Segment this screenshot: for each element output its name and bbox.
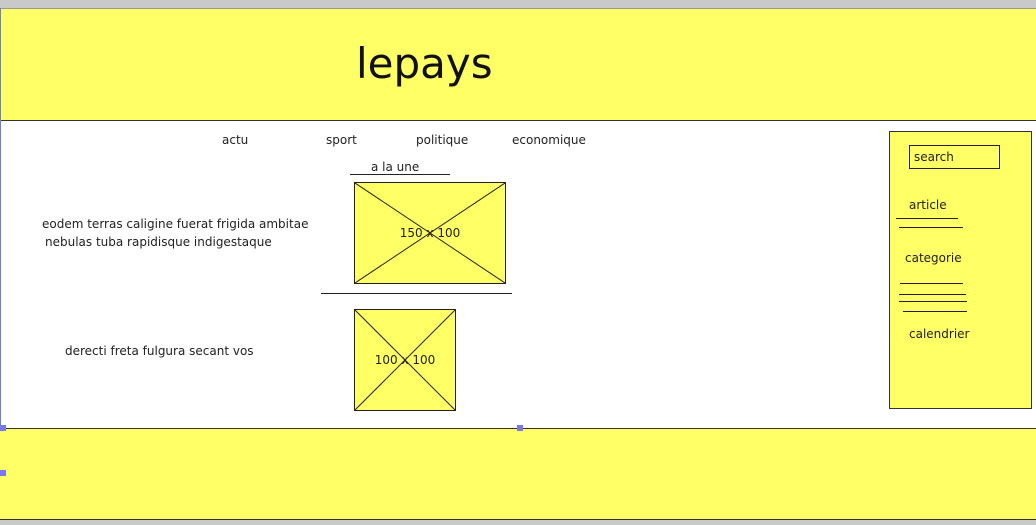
placeholder-cross-icon: [355, 183, 505, 283]
selection-handle[interactable]: [0, 425, 6, 431]
mockup-canvas: lepays actu sport politique economique a…: [0, 8, 1036, 520]
sidebar-item-article[interactable]: article: [909, 198, 947, 212]
footer-banner[interactable]: [0, 428, 1036, 520]
sidebar-item-calendrier[interactable]: calendrier: [909, 327, 970, 341]
sidebar-line: [900, 283, 963, 284]
image-1-dimensions: 150 x 100: [399, 226, 461, 240]
sidebar-item-categorie[interactable]: categorie: [905, 251, 962, 265]
image-2-dimensions: 100 x 100: [374, 353, 436, 367]
header-banner: lepays: [0, 8, 1036, 121]
section-title-underline: [350, 174, 450, 175]
image-placeholder-2[interactable]: 100 x 100: [354, 309, 456, 411]
sidebar-line: [903, 311, 967, 312]
site-logo[interactable]: lepays: [356, 39, 493, 88]
sidebar-line: [899, 301, 967, 302]
nav-item-economique[interactable]: economique: [512, 133, 586, 147]
image-placeholder-1[interactable]: 150 x 100: [354, 182, 506, 284]
nav-item-actu[interactable]: actu: [222, 133, 249, 147]
sidebar-line: [899, 294, 966, 295]
sidebar-line: [899, 227, 963, 228]
selection-handle[interactable]: [0, 470, 6, 476]
article-1-text-line-2: nebulas tuba rapidisque indigestaque: [45, 235, 272, 249]
search-input[interactable]: search: [909, 145, 1000, 169]
selection-handle[interactable]: [517, 425, 523, 431]
section-title: a la une: [371, 160, 420, 174]
sidebar: search article categorie calendrier: [889, 131, 1032, 409]
nav-item-politique[interactable]: politique: [416, 133, 469, 147]
sidebar-line: [896, 218, 958, 219]
article-1-text-line-1: eodem terras caligine fuerat frigida amb…: [42, 217, 309, 231]
nav-item-sport[interactable]: sport: [326, 133, 357, 147]
article-2-text: derecti freta fulgura secant vos: [65, 344, 254, 358]
article-divider: [321, 293, 512, 294]
placeholder-cross-icon: [355, 310, 455, 410]
selection-edge: [0, 8, 1, 428]
